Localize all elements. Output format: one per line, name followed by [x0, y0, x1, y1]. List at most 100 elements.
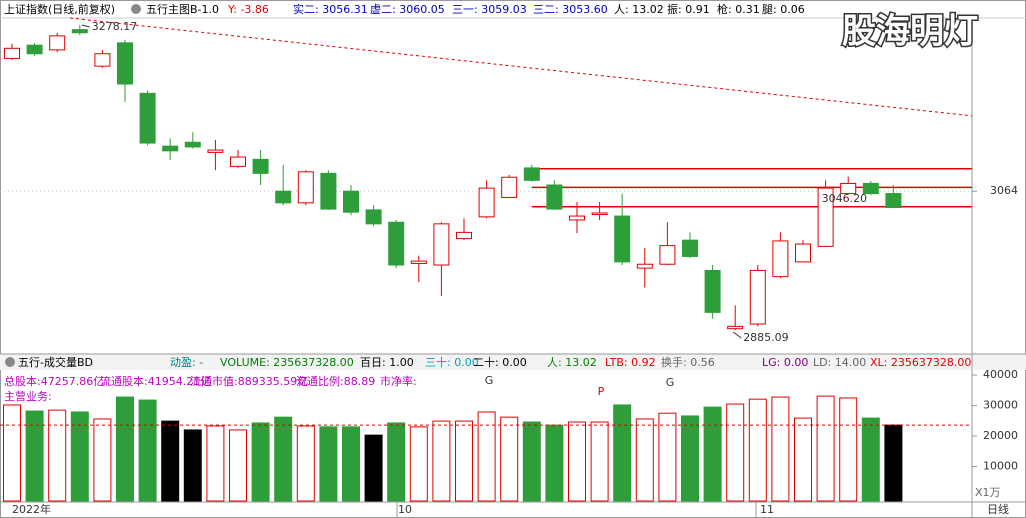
volume-bar	[500, 416, 519, 502]
volume-bar	[726, 403, 745, 502]
volume-bar	[477, 411, 496, 502]
candle-body	[252, 158, 269, 174]
indicator-value: 振: 0.91	[667, 2, 710, 16]
volume-bar	[274, 416, 293, 502]
candle-body	[456, 231, 472, 240]
volume-bar	[183, 429, 202, 502]
volume-bar	[884, 424, 903, 502]
menu-icon[interactable]	[5, 357, 15, 367]
candle-body	[275, 190, 292, 204]
volume-indicator: 三十: 0.00	[425, 355, 479, 369]
candle-body	[614, 215, 631, 263]
annotation-arrow	[81, 24, 90, 28]
volume-bar	[206, 425, 225, 502]
volume-bar	[613, 404, 632, 502]
period-label: 日线	[987, 502, 1009, 516]
volume-bar	[590, 421, 609, 502]
volume-bar	[364, 434, 383, 502]
y-tick-label: 20000	[983, 429, 1018, 442]
volume-bar	[455, 420, 473, 502]
volume-bar	[794, 417, 812, 502]
menu-icon[interactable]	[131, 4, 141, 14]
volume-title: 五行-成交量BD	[18, 355, 93, 369]
volume-bar	[342, 426, 360, 502]
candle-body	[501, 176, 518, 198]
candle-body	[230, 156, 246, 167]
volume-indicator: 百日: 1.00	[360, 356, 414, 369]
candle-body	[297, 171, 314, 204]
volume-indicator: 动盈: -	[170, 356, 203, 369]
stock-info: 主营业务:	[4, 389, 52, 403]
candle-body	[117, 42, 133, 85]
volume-indicator: LG: 0.00	[762, 356, 808, 369]
volume-bar	[432, 420, 451, 502]
volume-bar	[387, 422, 406, 502]
candle-body	[569, 215, 585, 221]
candle-body	[546, 184, 563, 210]
y-tick-label: 10000	[983, 460, 1018, 473]
stock-info: 市净率:	[380, 374, 417, 388]
indicator-value: 腿: 0.06	[762, 3, 805, 16]
candle-body	[636, 263, 653, 269]
volume-bar	[409, 426, 428, 502]
candle-body	[659, 245, 676, 265]
watermark: 股海明灯	[842, 12, 978, 52]
volume-bar	[138, 399, 157, 502]
candle-body	[795, 243, 811, 263]
volume-bar	[681, 415, 699, 502]
candle-body	[591, 212, 608, 216]
volume-bar	[25, 410, 44, 502]
indicator-value: 三二: 3053.60	[533, 3, 608, 16]
indicator-value: 实二: 3056.31	[293, 2, 368, 16]
volume-header-bg	[0, 354, 1026, 370]
x-tick-label: 2022年	[12, 502, 51, 516]
volume-bar	[839, 397, 858, 502]
candle-body	[727, 325, 744, 330]
volume-bar	[3, 404, 21, 502]
volume-indicator: VOLUME: 235637328.00	[220, 356, 354, 369]
volume-bar	[816, 395, 835, 502]
indicator-value: 人: 13.02	[614, 3, 664, 16]
candle-body	[71, 29, 88, 34]
volume-bar	[93, 418, 112, 502]
candle-body	[772, 240, 789, 278]
volume-bar	[70, 411, 89, 502]
volume-bar	[161, 420, 180, 502]
annotation: 2885.09	[743, 331, 789, 344]
candle-body	[4, 47, 20, 59]
signal-marker: P	[598, 385, 605, 398]
volume-bar	[48, 409, 67, 502]
volume-bar	[116, 396, 134, 502]
volume-indicator: 人: 13.02	[547, 356, 597, 369]
volume-bar	[251, 422, 270, 502]
candle-body	[49, 35, 66, 51]
volume-bar	[545, 424, 564, 502]
indicator-value: 三一: 3059.03	[452, 3, 527, 16]
volume-indicator: 二十: 0.00	[473, 355, 527, 369]
stock-info: 流通市值:889335.59亿	[190, 374, 308, 388]
x-tick-label: 10	[398, 503, 412, 516]
volume-indicator: LTB: 0.92	[605, 356, 656, 369]
indicator-name: 五行主图B-1.0	[146, 3, 219, 16]
indicator-value: 虚二: 3060.05	[370, 3, 445, 16]
indicator-value: Y: -3.86	[227, 3, 269, 16]
candle-body	[162, 145, 179, 152]
volume-bar	[771, 396, 790, 502]
volume-bar	[635, 418, 654, 502]
chart-title: 上证指数(日线,前复权)	[4, 2, 115, 16]
volume-bar	[522, 421, 541, 502]
trendline	[69, 17, 973, 117]
annotation: 3278.17	[92, 20, 138, 33]
candle-body	[26, 44, 43, 55]
volume-bar	[568, 421, 586, 502]
y-tick-label: 30000	[983, 399, 1018, 412]
volume-bar	[703, 406, 722, 502]
candle-body	[478, 187, 495, 218]
candle-body	[94, 53, 111, 67]
candle-body	[388, 221, 405, 266]
volume-bar	[658, 412, 677, 502]
volume-indicator: LD: 14.00	[813, 356, 866, 369]
candle-body	[840, 182, 857, 195]
volume-bar	[296, 425, 315, 502]
stock-info: 流通比例:88.89	[296, 374, 375, 388]
